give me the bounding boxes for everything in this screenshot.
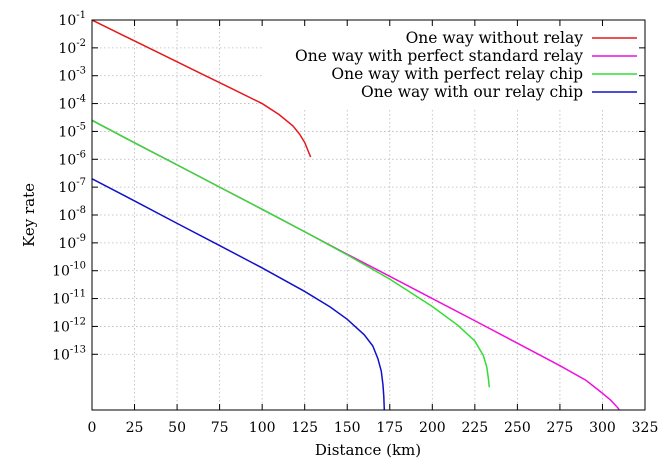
y-tick-label: 10-1 (58, 10, 86, 29)
x-tick-label: 50 (168, 420, 186, 436)
y-tick-label: 10-7 (58, 177, 86, 196)
x-tick-label: 125 (291, 420, 318, 436)
y-tick-label: 10-9 (58, 233, 86, 252)
series-line-3 (92, 119, 491, 388)
series-line-2 (92, 119, 621, 410)
legend-label-3: One way with perfect relay chip (331, 65, 583, 83)
x-tick-label: 175 (376, 420, 403, 436)
series-lines (92, 20, 621, 410)
y-tick-label: 10-5 (58, 121, 86, 140)
y-tick-label: 10-3 (58, 66, 86, 85)
plot-frame (91, 19, 646, 411)
legend-label-4: One way with our relay chip (361, 83, 583, 101)
x-tick-label: 75 (211, 420, 229, 436)
y-tick-label: 10-8 (58, 205, 86, 224)
x-axis-label: Distance (km) (315, 441, 421, 459)
legend-label-1: One way without relay (406, 29, 584, 47)
x-tick-label: 100 (249, 420, 276, 436)
x-tick-label: 25 (126, 420, 144, 436)
grid-lines (92, 19, 645, 410)
x-tick-label: 0 (88, 420, 97, 436)
y-tick-label: 10-12 (52, 316, 86, 335)
x-tick-label: 300 (589, 420, 616, 436)
series-line-1 (92, 20, 312, 158)
x-axis: 0 25 50 75 100 125 150 175 200 225 250 275 300 325 (88, 20, 659, 436)
legend-label-2: One way with perfect standard relay (295, 47, 583, 65)
x-tick-label: 325 (632, 420, 659, 436)
x-tick-label: 250 (504, 420, 531, 436)
series-line-4 (92, 178, 386, 410)
y-tick-label: 10-10 (52, 261, 86, 280)
y-tick-label: 10-11 (52, 289, 86, 308)
x-tick-label: 225 (461, 420, 488, 436)
y-tick-label: 10-4 (58, 94, 86, 113)
y-tick-label: 10-13 (52, 344, 86, 363)
x-tick-label: 150 (334, 420, 361, 436)
x-tick-label: 275 (547, 420, 574, 436)
y-axis-label: Key rate (20, 183, 38, 247)
x-tick-label: 200 (419, 420, 446, 436)
y-tick-label: 10-6 (58, 149, 86, 168)
y-axis: 10-1 10-2 10-3 10-4 10-5 10-6 10-7 10-8 10-9 10-1… (52, 10, 645, 363)
y-tick-label: 10-2 (58, 38, 86, 57)
